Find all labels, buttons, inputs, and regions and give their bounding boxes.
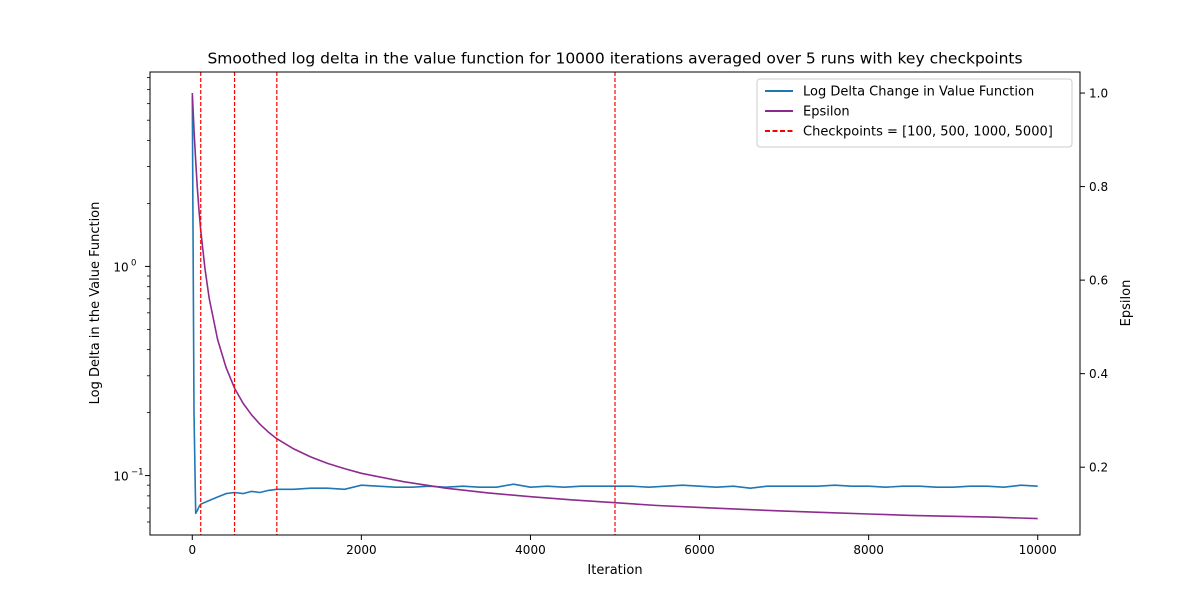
y-left-tick-exponent: −1 (131, 468, 144, 478)
legend-box (756, 78, 1073, 148)
legend-label: Epsilon (803, 105, 850, 120)
chart-title: Smoothed log delta in the value function… (207, 50, 1022, 68)
y-right-tick-label: 0.6 (1089, 274, 1108, 288)
y-axis-right-label: Epsilon (1119, 280, 1134, 327)
x-tick-label: 4000 (515, 543, 546, 557)
y-right-tick-label: 0.2 (1089, 461, 1108, 475)
x-tick-label: 8000 (853, 543, 884, 557)
legend-label: Checkpoints = [100, 500, 1000, 5000] (803, 125, 1053, 140)
y-left-tick-exponent: 0 (131, 258, 136, 268)
y-right-tick-label: 0.8 (1089, 180, 1108, 194)
legend-label: Log Delta Change in Value Function (803, 85, 1034, 100)
x-tick-label: 10000 (1019, 543, 1057, 557)
series-line-epsilon (191, 92, 1038, 520)
y-axis-left-label: Log Delta in the Value Function (88, 202, 103, 405)
x-axis-label: Iteration (587, 563, 642, 578)
y-left-tick-label: 10 (113, 470, 128, 484)
axes-frame (149, 71, 1081, 536)
x-tick-label: 2000 (346, 543, 377, 557)
series-line-log-delta (191, 96, 1038, 515)
y-left-tick-label: 10 (113, 260, 128, 274)
y-right-tick-label: 1.0 (1089, 87, 1108, 101)
x-tick-label: 0 (188, 543, 196, 557)
y-right-tick-label: 0.4 (1089, 367, 1108, 381)
x-tick-label: 6000 (684, 543, 715, 557)
legend: Log Delta Change in Value Function Epsilo… (756, 78, 1073, 148)
